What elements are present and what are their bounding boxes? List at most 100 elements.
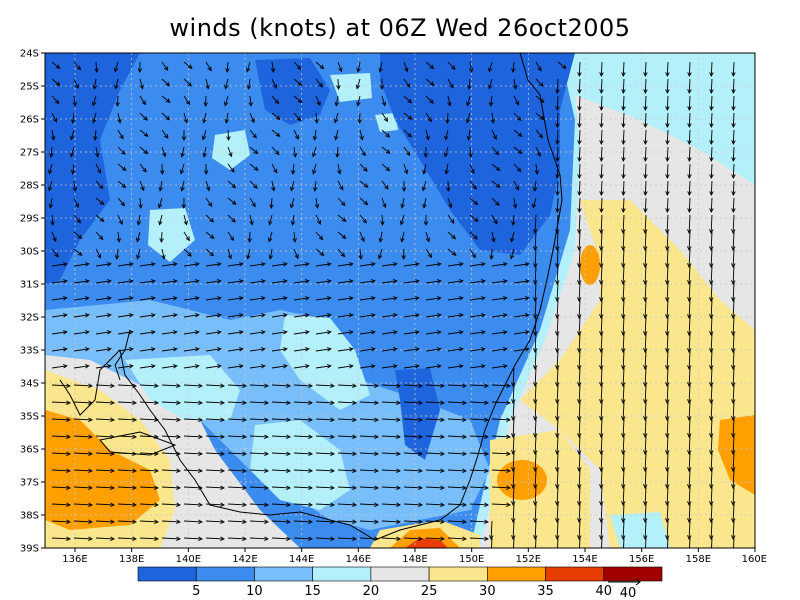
wind-arrow (95, 485, 115, 490)
wind-arrow (709, 146, 714, 162)
wind-arrow (491, 296, 508, 301)
wind-arrow (161, 112, 171, 121)
wind-arrow (577, 78, 582, 94)
wind-arrow (378, 231, 383, 243)
wind-arrow (577, 299, 582, 319)
wind-arrow (447, 536, 467, 541)
wind-arrow (731, 435, 736, 455)
wind-arrow (117, 330, 134, 335)
wind-arrow (293, 434, 313, 439)
wind-arrow (268, 248, 274, 260)
wind-arrow (359, 313, 376, 318)
wind-arrow (161, 417, 181, 422)
wind-arrow (709, 282, 714, 302)
wind-arrow (599, 367, 604, 387)
wind-arrow (687, 418, 692, 438)
wind-arrow (599, 503, 604, 523)
wind-arrow (731, 333, 736, 353)
wind-arrow (533, 435, 538, 455)
wind-arrow (93, 129, 98, 141)
wind-arrow (359, 468, 379, 473)
wind-arrow (557, 537, 559, 548)
wind-arrow (621, 316, 626, 336)
wind-arrow (227, 279, 244, 284)
wind-arrow (709, 520, 714, 540)
wind-arrow (665, 61, 670, 77)
wind-arrow (643, 282, 648, 302)
lon-label: 150E (459, 554, 484, 565)
wind-arrow (183, 313, 200, 318)
wind-arrow (533, 265, 538, 285)
lat-label: 36S (20, 445, 39, 456)
wind-arrow (249, 451, 269, 456)
wind-arrow (599, 520, 604, 540)
wind-arrow (73, 61, 82, 71)
wind-arrow (73, 502, 93, 507)
wind-arrow (51, 434, 71, 439)
wind-arrow (447, 400, 467, 405)
wind-arrow (403, 313, 420, 318)
wind-arrow (249, 262, 266, 267)
wind-arrow (315, 451, 335, 456)
wind-arrow (511, 452, 516, 472)
wind-arrow (665, 486, 670, 506)
wind-arrow (290, 214, 296, 226)
wind-arrow (139, 383, 159, 388)
wind-arrow (469, 451, 489, 456)
wind-arrow (161, 262, 178, 267)
wind-arrow (315, 78, 323, 88)
wind-arrow (117, 214, 123, 225)
wind-arrow (161, 502, 181, 507)
wind-arrow (73, 485, 93, 490)
wind-arrow (731, 180, 736, 196)
wind-arrow (139, 485, 159, 490)
wind-arrow (621, 350, 626, 370)
wind-arrow (249, 279, 266, 284)
wind-arrow (249, 146, 259, 155)
wind-arrow (643, 180, 648, 196)
wind-arrow (51, 468, 71, 473)
wind-arrow (73, 231, 83, 240)
wind-arrow (533, 299, 538, 319)
wind-arrow (293, 468, 313, 473)
wind-arrow (271, 434, 291, 439)
wind-arrow (51, 231, 57, 243)
wind-arrow (425, 364, 442, 369)
wind-arrow (95, 468, 115, 473)
wind-arrow (183, 214, 188, 226)
wind-arrow (117, 146, 126, 155)
wind-arrow (359, 279, 376, 284)
wind-arrow (577, 248, 582, 268)
wind-arrow (491, 347, 508, 352)
wind-arrow (599, 248, 604, 268)
wind-arrow (403, 262, 420, 267)
wind-arrow (425, 485, 445, 490)
wind-arrow (95, 330, 112, 335)
wind-arrow (381, 262, 398, 267)
wind-arrow (139, 279, 156, 284)
wind-arrow (533, 486, 538, 506)
wind-arrow (334, 129, 339, 141)
wind-arrow (359, 417, 379, 422)
lat-label: 31S (20, 280, 39, 291)
wind-arrow (249, 163, 259, 171)
wind-arrow (555, 146, 560, 162)
wind-arrow (359, 296, 376, 301)
wind-arrow (709, 163, 714, 179)
wind-arrow (709, 350, 714, 370)
wind-arrow (689, 537, 691, 548)
wind-arrow (555, 333, 560, 353)
wind-arrow (95, 197, 105, 205)
wind-arrow (161, 485, 181, 490)
wind-arrow (271, 163, 278, 174)
wind-arrow (227, 485, 247, 490)
wind-arrow (621, 163, 626, 179)
lat-label: 35S (20, 412, 39, 423)
wind-arrow (359, 262, 376, 267)
wind-arrow (95, 519, 115, 524)
wind-arrow (643, 95, 648, 111)
wind-arrow (205, 502, 225, 507)
wind-arrow (665, 384, 670, 404)
wind-arrow (183, 485, 203, 490)
wind-arrow (425, 262, 442, 267)
